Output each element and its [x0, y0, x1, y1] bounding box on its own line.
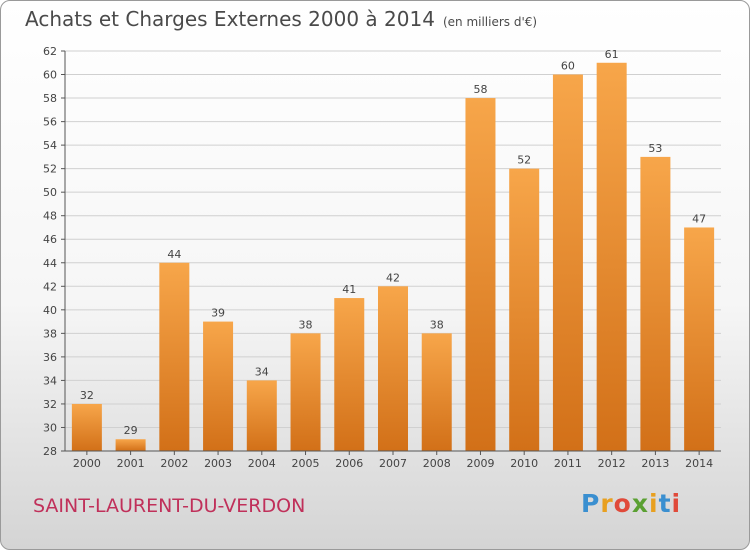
logo-letter: x [631, 489, 649, 518]
value-label-2009: 58 [473, 83, 487, 96]
value-label-2001: 29 [124, 424, 138, 437]
bar-2001 [115, 439, 146, 451]
bar-2008 [421, 333, 452, 451]
proxiti-logo: Proxiti [581, 489, 681, 518]
value-label-2000: 32 [80, 389, 94, 402]
y-tick-label: 40 [43, 304, 57, 317]
x-tick-label-2012: 2012 [598, 457, 626, 470]
x-tick-label-2011: 2011 [554, 457, 582, 470]
y-tick-label: 36 [43, 351, 57, 364]
bar-2003 [203, 321, 234, 451]
y-tick-label: 30 [43, 421, 57, 434]
bar-2005 [290, 333, 321, 451]
y-tick-label: 42 [43, 280, 57, 293]
town-name: SAINT-LAURENT-DU-VERDON [33, 495, 306, 517]
bars [71, 62, 715, 451]
logo-letter: i [649, 489, 659, 518]
bar-2011 [552, 74, 583, 451]
value-label-2011: 60 [561, 60, 575, 73]
y-axis-ticks: 28 30 32 34 36 38 40 42 44 46 48 50 52 54 56 58 60 62 [43, 45, 65, 458]
y-tick-label: 34 [43, 374, 57, 387]
x-tick-label-2008: 2008 [423, 457, 451, 470]
x-tick-label-2009: 2009 [466, 457, 494, 470]
y-tick-label: 52 [43, 163, 57, 176]
x-tick-label-2003: 2003 [204, 457, 232, 470]
x-tick-label-2010: 2010 [510, 457, 538, 470]
bar-2009 [465, 98, 496, 451]
x-axis-ticks: 2000 2001 2002 2003 2004 2005 2006 2007 2008 2009… [73, 451, 713, 470]
x-tick-label-2006: 2006 [335, 457, 363, 470]
value-label-2002: 44 [167, 248, 181, 261]
x-tick-label-2007: 2007 [379, 457, 407, 470]
value-label-2010: 52 [517, 154, 531, 167]
value-labels: 32 29 44 39 34 38 41 42 38 58 52 60 61 53 47 [80, 48, 706, 437]
value-label-2004: 34 [255, 365, 269, 378]
logo-letter: P [581, 489, 601, 518]
x-tick-label-2000: 2000 [73, 457, 101, 470]
y-tick-label: 62 [43, 45, 57, 58]
y-tick-label: 44 [43, 257, 57, 270]
y-tick-label: 32 [43, 398, 57, 411]
value-label-2008: 38 [430, 318, 444, 331]
x-tick-label-2002: 2002 [160, 457, 188, 470]
y-tick-label: 56 [43, 116, 57, 129]
y-tick-label: 46 [43, 233, 57, 246]
chart-title-text: Achats et Charges Externes 2000 à 2014 [25, 7, 435, 31]
bar-2010 [509, 168, 540, 451]
chart-title: Achats et Charges Externes 2000 à 2014 (e… [25, 7, 537, 31]
bar-2000 [71, 403, 102, 451]
bar-2007 [378, 286, 408, 451]
value-label-2003: 39 [211, 307, 225, 320]
value-label-2005: 38 [299, 318, 313, 331]
bar-2004 [246, 380, 277, 451]
y-tick-label: 60 [43, 69, 57, 82]
x-tick-label-2005: 2005 [292, 457, 320, 470]
y-tick-label: 54 [43, 139, 57, 152]
bar-2014 [684, 227, 715, 451]
x-tick-label-2014: 2014 [685, 457, 713, 470]
x-tick-label-2013: 2013 [641, 457, 669, 470]
axes [64, 51, 721, 452]
value-label-2006: 41 [342, 283, 356, 296]
value-label-2013: 53 [648, 142, 662, 155]
bar-2013 [640, 156, 671, 451]
value-label-2007: 42 [386, 271, 400, 284]
x-tick-label-2004: 2004 [248, 457, 276, 470]
bar-2006 [334, 298, 365, 451]
logo-letter: o [613, 489, 632, 518]
y-tick-label: 50 [43, 186, 57, 199]
bar-2002 [159, 262, 190, 451]
y-tick-label: 28 [43, 445, 57, 458]
y-tick-label: 38 [43, 327, 57, 340]
chart-subtitle: (en milliers d'€) [442, 15, 538, 29]
logo-letter: i [671, 489, 682, 518]
y-tick-label: 48 [43, 210, 57, 223]
bar-2012 [596, 62, 627, 451]
x-tick-label-2001: 2001 [117, 457, 145, 470]
value-label-2012: 61 [605, 48, 619, 61]
logo-letter: r [600, 489, 614, 518]
y-tick-label: 58 [43, 92, 57, 105]
value-label-2014: 47 [692, 212, 706, 225]
logo-letter: t [658, 489, 672, 518]
